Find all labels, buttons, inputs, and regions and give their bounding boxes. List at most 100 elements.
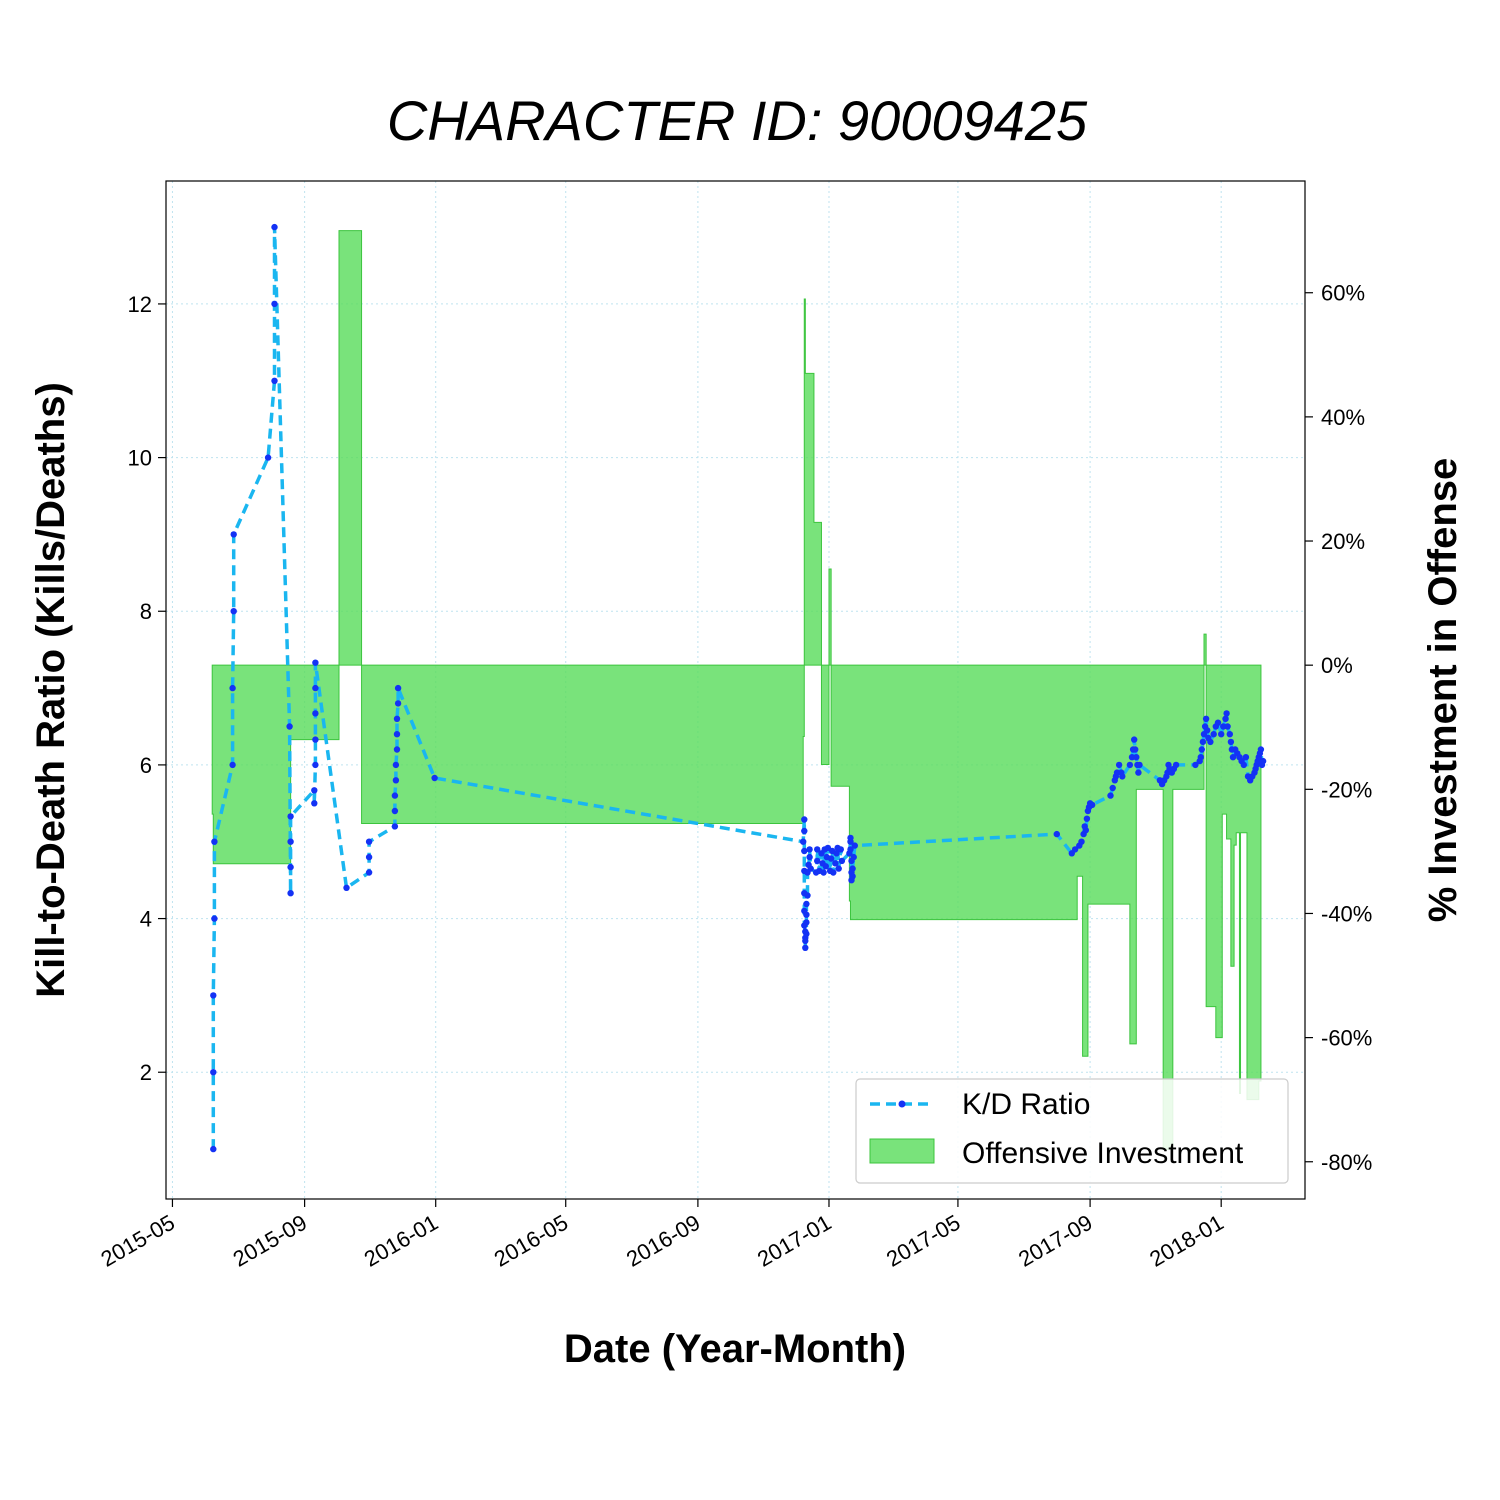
kd-ratio-point: [1107, 792, 1114, 799]
kd-ratio-point: [1223, 710, 1230, 717]
kd-ratio-point: [1135, 769, 1142, 776]
kd-ratio-point: [1204, 727, 1211, 734]
investment-fill: [211, 230, 1262, 1150]
kd-ratio-point: [1053, 830, 1061, 838]
kd-ratio-point: [391, 823, 399, 830]
kd-ratio-point: [1257, 746, 1265, 753]
kd-ratio-point: [851, 842, 858, 849]
plot-frame: [165, 180, 1306, 1200]
kd-ratio-point: [1222, 715, 1229, 722]
chart-title: CHARACTER ID: 90009425: [387, 89, 1088, 152]
kd-ratio-point: [802, 944, 809, 951]
x-tick-label: 2016-05: [490, 1210, 572, 1272]
kd-ratio-point: [311, 800, 318, 807]
kd-ratio-line: [210, 223, 1267, 1153]
kd-ratio-point: [1089, 801, 1096, 809]
kd-ratio-point: [847, 834, 854, 842]
legend: K/D Ratio Offensive Investment: [855, 1078, 1289, 1184]
kd-ratio-point: [312, 659, 319, 666]
kd-ratio-point: [802, 937, 809, 945]
kd-ratio-point: [801, 847, 808, 855]
kd-ratio-point: [343, 884, 350, 891]
kd-ratio-point: [1210, 731, 1217, 738]
kd-ratio-point: [837, 846, 844, 853]
x-tick-label: 2017-09: [1014, 1210, 1096, 1272]
kd-ratio-point: [210, 992, 217, 999]
kd-ratio-point: [803, 919, 810, 926]
x-tick-label: 2017-01: [753, 1210, 835, 1272]
kd-ratio-point: [801, 827, 808, 835]
kd-ratio-point: [849, 873, 856, 880]
kd-ratio-point: [394, 700, 402, 707]
y2-axis-label: % Investment in Offense: [1421, 458, 1465, 923]
kd-ratio-point: [1172, 761, 1180, 769]
kd-ratio-point: [1224, 723, 1231, 730]
kd-ratio-point: [1227, 738, 1235, 746]
kd-ratio-point: [1071, 846, 1079, 853]
y2-tick-label: 0%: [1321, 653, 1353, 678]
kd-ratio-point: [814, 857, 821, 865]
kd-ratio-point: [847, 846, 854, 853]
kd-ratio-point: [814, 846, 821, 853]
kd-ratio-point: [833, 850, 840, 857]
y-tick-label: 2: [140, 1060, 152, 1085]
kd-ratio-point: [365, 853, 373, 861]
y2-tick-label: -40%: [1321, 901, 1372, 926]
y-axis-ticks: 2 4 6 8 10 12: [128, 292, 166, 1085]
y2-axis-ticks: -80% -60% -40% -20% 0% 20% 40% 60%: [1305, 281, 1372, 1175]
kd-ratio-point: [1078, 838, 1085, 845]
legend-box: [855, 1078, 1289, 1184]
x-tick-label: 2016-01: [360, 1210, 442, 1272]
kd-ratio-point: [211, 915, 218, 922]
kd-ratio-point: [807, 865, 814, 872]
kd-ratio-point: [806, 853, 813, 861]
kd-ratio-point: [391, 792, 399, 799]
kd-ratio-point: [838, 857, 846, 865]
kd-ratio-point: [271, 377, 278, 384]
kd-ratio-point: [835, 865, 842, 872]
kd-ratio-point: [230, 531, 237, 538]
kd-ratio-point: [806, 846, 813, 853]
kd-ratio-point: [1240, 761, 1248, 769]
y-tick-label: 4: [140, 907, 152, 932]
kd-ratio-point: [803, 930, 810, 938]
kd-ratio-point: [1132, 746, 1139, 753]
y2-tick-label: -80%: [1321, 1150, 1372, 1175]
kd-ratio-point: [1083, 815, 1091, 822]
kd-ratio-point: [1119, 773, 1126, 780]
kd-ratio-point: [271, 223, 278, 231]
kd-ratio-point: [1126, 761, 1134, 769]
x-tick-label: 2018-01: [1145, 1210, 1227, 1272]
kd-ratio-point: [1197, 754, 1205, 761]
kd-ratio-point: [849, 865, 856, 872]
kd-ratio-point: [1131, 736, 1138, 743]
kd-ratio-point: [803, 900, 810, 908]
kd-ratio-point: [1202, 715, 1210, 722]
y-tick-label: 12: [128, 292, 152, 317]
kd-ratio-point: [287, 863, 294, 871]
kd-ratio-point: [229, 684, 236, 692]
y2-tick-label: 60%: [1321, 281, 1365, 306]
kd-ratio-point: [830, 869, 837, 876]
y2-tick-label: -60%: [1321, 1026, 1372, 1051]
kd-ratio-point: [394, 684, 402, 692]
kd-ratio-point: [1242, 754, 1250, 761]
kd-ratio-point: [1214, 719, 1222, 726]
kd-ratio-point: [804, 892, 811, 899]
kd-ratio-point: [1115, 761, 1123, 769]
x-tick-label: 2016-09: [622, 1210, 704, 1272]
kd-ratio-point: [391, 807, 399, 815]
kd-ratio-point: [229, 761, 236, 769]
kd-ratio-point: [820, 869, 827, 876]
kd-ratio-point: [211, 838, 218, 845]
kd-ratio-point: [393, 715, 401, 722]
y2-tick-label: 40%: [1321, 405, 1365, 430]
x-axis-label: Date (Year-Month): [564, 1327, 906, 1371]
kd-ratio-point: [1133, 754, 1140, 761]
kd-ratio-point: [1259, 757, 1267, 765]
x-axis-ticks: 2015-05 2015-09 2016-01 2016-05 2016-09 2017-…: [97, 1199, 1228, 1272]
kd-ratio-point: [230, 608, 237, 615]
kd-ratio-point: [431, 774, 438, 782]
legend-kd-marker: [898, 1100, 906, 1108]
x-tick-label: 2015-09: [229, 1210, 311, 1272]
